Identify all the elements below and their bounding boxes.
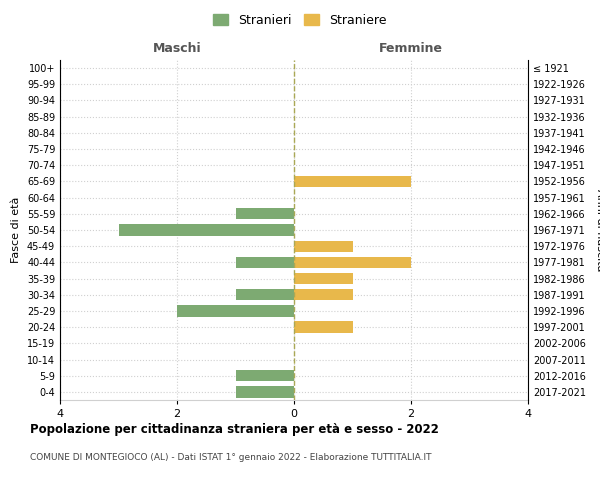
Bar	[235, 256, 294, 268]
Bar	[294, 322, 353, 333]
Bar	[294, 176, 411, 187]
Bar	[235, 208, 294, 220]
Text: Popolazione per cittadinanza straniera per età e sesso - 2022: Popolazione per cittadinanza straniera p…	[30, 422, 439, 436]
Bar	[294, 289, 353, 300]
Text: COMUNE DI MONTEGIOCO (AL) - Dati ISTAT 1° gennaio 2022 - Elaborazione TUTTITALIA: COMUNE DI MONTEGIOCO (AL) - Dati ISTAT 1…	[30, 452, 431, 462]
Bar	[294, 240, 353, 252]
Bar	[235, 386, 294, 398]
Bar	[177, 306, 294, 316]
Y-axis label: Anni di nascita: Anni di nascita	[595, 188, 600, 271]
Bar	[119, 224, 294, 235]
Bar	[294, 273, 353, 284]
Legend: Stranieri, Straniere: Stranieri, Straniere	[208, 8, 392, 32]
Bar	[294, 256, 411, 268]
Bar	[235, 370, 294, 382]
Bar	[235, 289, 294, 300]
Y-axis label: Fasce di età: Fasce di età	[11, 197, 21, 263]
